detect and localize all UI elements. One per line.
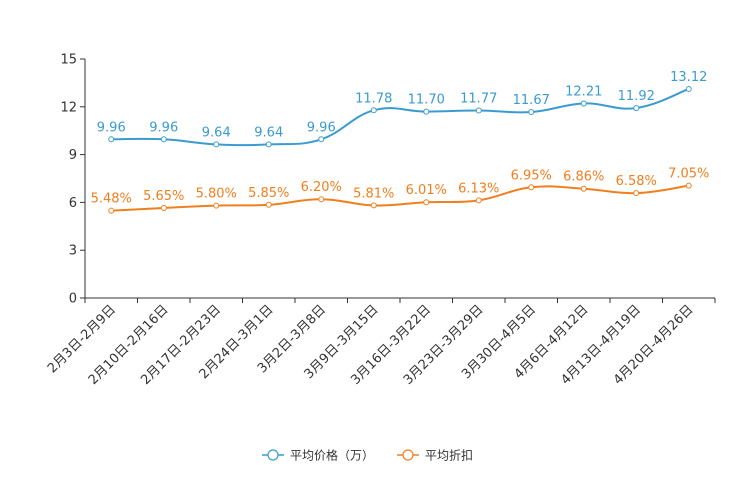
data-label: 9.64 bbox=[254, 125, 283, 140]
data-point[interactable] bbox=[475, 197, 482, 204]
data-point[interactable] bbox=[160, 136, 167, 143]
series-line bbox=[111, 88, 690, 147]
series-1: 9.96 9.96 9.64 9.64 9.96 11.78 11.70 11.77 11.67… bbox=[97, 70, 707, 148]
data-point[interactable] bbox=[318, 136, 325, 143]
data-point[interactable] bbox=[528, 184, 535, 191]
data-label: 9.96 bbox=[149, 120, 178, 135]
data-point[interactable] bbox=[580, 185, 587, 192]
data-label: 9.96 bbox=[97, 120, 126, 135]
legend[interactable]: 平均价格（万） 平均折扣 bbox=[262, 448, 473, 463]
data-point[interactable] bbox=[423, 199, 430, 206]
data-label: 6.95% bbox=[511, 168, 552, 183]
series-line bbox=[111, 184, 689, 212]
data-point[interactable] bbox=[213, 202, 220, 209]
data-point[interactable] bbox=[528, 109, 535, 116]
data-point[interactable] bbox=[685, 85, 692, 92]
data-point[interactable] bbox=[475, 107, 482, 114]
data-point[interactable] bbox=[108, 136, 115, 143]
data-point[interactable] bbox=[318, 196, 325, 203]
legend-label: 平均价格（万） bbox=[290, 448, 374, 463]
data-point[interactable] bbox=[370, 107, 377, 114]
data-label: 6.86% bbox=[563, 170, 604, 185]
data-point[interactable] bbox=[423, 108, 430, 115]
y-tick-label: 12 bbox=[60, 100, 77, 115]
legend-marker-icon bbox=[402, 449, 414, 461]
data-label: 5.81% bbox=[353, 186, 394, 201]
data-label: 11.70 bbox=[408, 93, 445, 108]
data-label: 5.65% bbox=[143, 189, 184, 204]
legend-item-1[interactable]: 平均价格（万） bbox=[262, 448, 374, 463]
data-point[interactable] bbox=[633, 105, 640, 112]
data-point[interactable] bbox=[213, 141, 220, 148]
data-label: 5.80% bbox=[196, 187, 237, 202]
data-point[interactable] bbox=[685, 182, 692, 189]
data-label: 11.78 bbox=[355, 91, 392, 106]
data-point[interactable] bbox=[370, 202, 377, 209]
data-label: 5.48% bbox=[91, 192, 132, 207]
data-label: 12.21 bbox=[565, 84, 602, 99]
data-label: 5.85% bbox=[248, 186, 289, 201]
y-tick-label: 6 bbox=[69, 196, 77, 211]
data-label: 9.64 bbox=[202, 125, 231, 140]
data-label: 11.92 bbox=[618, 89, 655, 104]
data-label: 7.05% bbox=[668, 167, 709, 182]
data-point[interactable] bbox=[108, 207, 115, 214]
y-tick-label: 15 bbox=[60, 53, 77, 68]
data-point[interactable] bbox=[160, 204, 167, 211]
data-point[interactable] bbox=[580, 100, 587, 107]
data-label: 11.67 bbox=[513, 93, 550, 108]
legend-item-2[interactable]: 平均折扣 bbox=[397, 448, 473, 463]
y-tick-label: 3 bbox=[69, 244, 77, 259]
series-2: 5.48% 5.65% 5.80% 5.85% 6.20% 5.81% 6.01% 6.13%… bbox=[91, 167, 709, 214]
data-label: 9.96 bbox=[307, 120, 336, 135]
data-label: 6.01% bbox=[406, 183, 447, 198]
y-tick-label: 9 bbox=[69, 148, 77, 163]
y-tick-label: 0 bbox=[69, 292, 77, 307]
y-axis-ticks: 0 3 6 9 12 15 bbox=[60, 53, 85, 307]
x-axis-ticks: 2月3日-2月9日2月10日-2月16日2月17日-2月23日2月24日-3月1… bbox=[45, 298, 716, 388]
data-point[interactable] bbox=[633, 190, 640, 197]
data-label: 13.12 bbox=[670, 70, 707, 85]
data-label: 11.77 bbox=[460, 91, 497, 106]
data-label: 6.58% bbox=[616, 174, 657, 189]
data-label: 6.13% bbox=[458, 181, 499, 196]
data-label: 6.20% bbox=[301, 180, 342, 195]
data-point[interactable] bbox=[265, 141, 272, 148]
legend-marker-icon bbox=[267, 449, 279, 461]
data-point[interactable] bbox=[265, 201, 272, 208]
series-group: 9.96 9.96 9.64 9.64 9.96 11.78 11.70 11.77 11.67… bbox=[91, 70, 709, 214]
legend-label: 平均折扣 bbox=[425, 448, 473, 463]
